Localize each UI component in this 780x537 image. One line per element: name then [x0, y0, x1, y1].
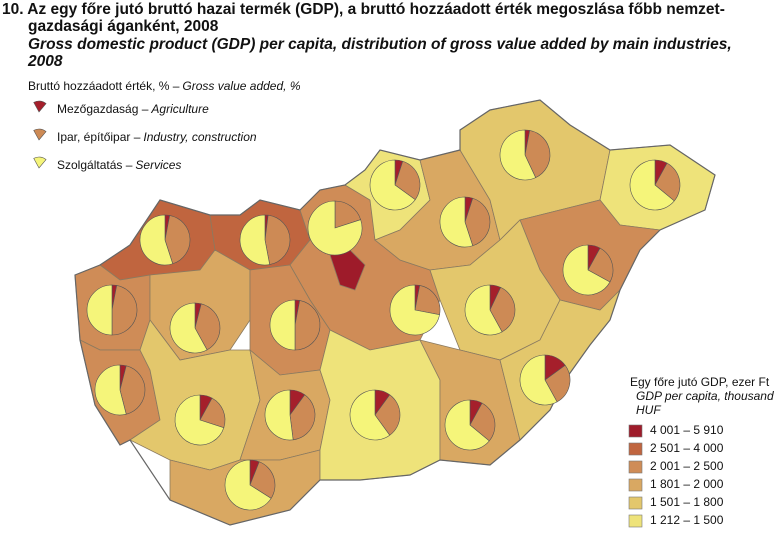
pie-legend-title-en: Gross value added, % [182, 79, 300, 93]
gdp-legend-label: 1 212 – 1 500 [650, 513, 724, 527]
pie-wedge [389, 284, 440, 336]
title-hu-1: 10. Az egy főre jutó bruttó hazai termék… [2, 1, 725, 18]
pie-wedge [374, 394, 401, 436]
pie-wedge [524, 130, 551, 179]
pie-legend-title: Bruttó hozzáadott érték, % – Gross value … [28, 79, 301, 93]
pie-wedge [111, 285, 138, 336]
pie-wedge [294, 300, 321, 351]
pie-wedge [139, 214, 174, 266]
country-outline [74, 99, 716, 526]
pie-wedge [249, 461, 276, 499]
pie-wedge [174, 394, 225, 446]
pie-wedge [629, 159, 675, 211]
gdp-legend-label: 1 501 – 1 800 [650, 495, 724, 509]
pie-wedge [349, 389, 391, 441]
pie-wedge [86, 284, 113, 336]
legend-label: Szolgáltatás – Services [57, 158, 181, 172]
gdp-legend-swatch [628, 514, 643, 528]
pie-wedge [587, 247, 614, 283]
gdp-legend-label: 2 001 – 2 500 [650, 459, 724, 473]
legend-label-en: Industry, construction [143, 130, 256, 144]
pie-wedge [94, 364, 127, 416]
pie-wedge [264, 214, 291, 265]
gdp-legend-label: 1 801 – 2 000 [650, 477, 724, 491]
pie-legend: Mezőgazdaság – Agriculture Ipar, építőipar… [33, 100, 257, 172]
pie-wedge [519, 354, 558, 406]
pie-wedge [199, 397, 226, 429]
pie-wedge [224, 459, 272, 511]
pie-legend-title-hu: Bruttó hozzáadott érték, % – [28, 79, 180, 93]
legend-swatch [33, 128, 47, 141]
pie-wedge [499, 129, 537, 181]
pie-wedge [307, 200, 363, 256]
gdp-legend-swatch [628, 424, 643, 438]
pie-wedge [464, 197, 491, 247]
legend-label: Ipar, építőipar – Industry, construction [57, 130, 257, 144]
pie-wedge [414, 285, 441, 316]
legend-swatch [33, 156, 47, 169]
pie-wedge [119, 365, 146, 415]
pie-wedge [439, 196, 474, 248]
gdp-legend-title: GDP per capita, thousand [636, 389, 774, 403]
title-hu-2: gazdasági áganként, 2008 [28, 18, 219, 35]
pie-wedge [444, 399, 490, 451]
gdp-legend-title: HUF [636, 403, 661, 417]
pie-wedge [394, 160, 421, 201]
gdp-legend-swatch [628, 442, 643, 456]
pie-wedge [164, 215, 191, 265]
pie-wedge [469, 402, 496, 442]
gdp-legend-title: Egy főre jutó GDP, ezer Ft [630, 375, 770, 389]
legend-label-hu: Szolgáltatás – [57, 158, 133, 172]
legend-label: Mezőgazdaság – Agriculture [57, 102, 209, 116]
gdp-legend-label: 2 501 – 4 000 [650, 441, 724, 455]
pie-wedge [464, 284, 503, 336]
title-en-1: Gross domestic product (GDP) per capita,… [28, 36, 732, 53]
gdp-legend-swatch [628, 478, 643, 492]
pie-wedge [264, 389, 294, 441]
legend-label-hu: Ipar, építőipar – [57, 130, 141, 144]
gdp-legend-label: 4 001 – 5 910 [650, 423, 724, 437]
pie-wedge [654, 162, 681, 202]
legend-label-en: Services [135, 158, 181, 172]
pie-wedge [544, 364, 571, 403]
pie-wedge [289, 394, 316, 441]
title-en-2: 2008 [27, 53, 63, 70]
pie-wedge [194, 303, 221, 351]
legend-swatch [33, 100, 47, 113]
pie-wedge [169, 302, 208, 354]
legend-label-en: Agriculture [150, 102, 209, 116]
pie-wedge [562, 244, 611, 296]
pie-wedge [239, 214, 271, 266]
pie-wedge [369, 159, 416, 211]
gdp-legend-swatch [628, 496, 643, 510]
pie-layer [86, 129, 681, 511]
legend-label-hu: Mezőgazdaság – [57, 102, 149, 116]
pie-wedge [269, 299, 296, 351]
gdp-legend-swatch [628, 460, 643, 474]
